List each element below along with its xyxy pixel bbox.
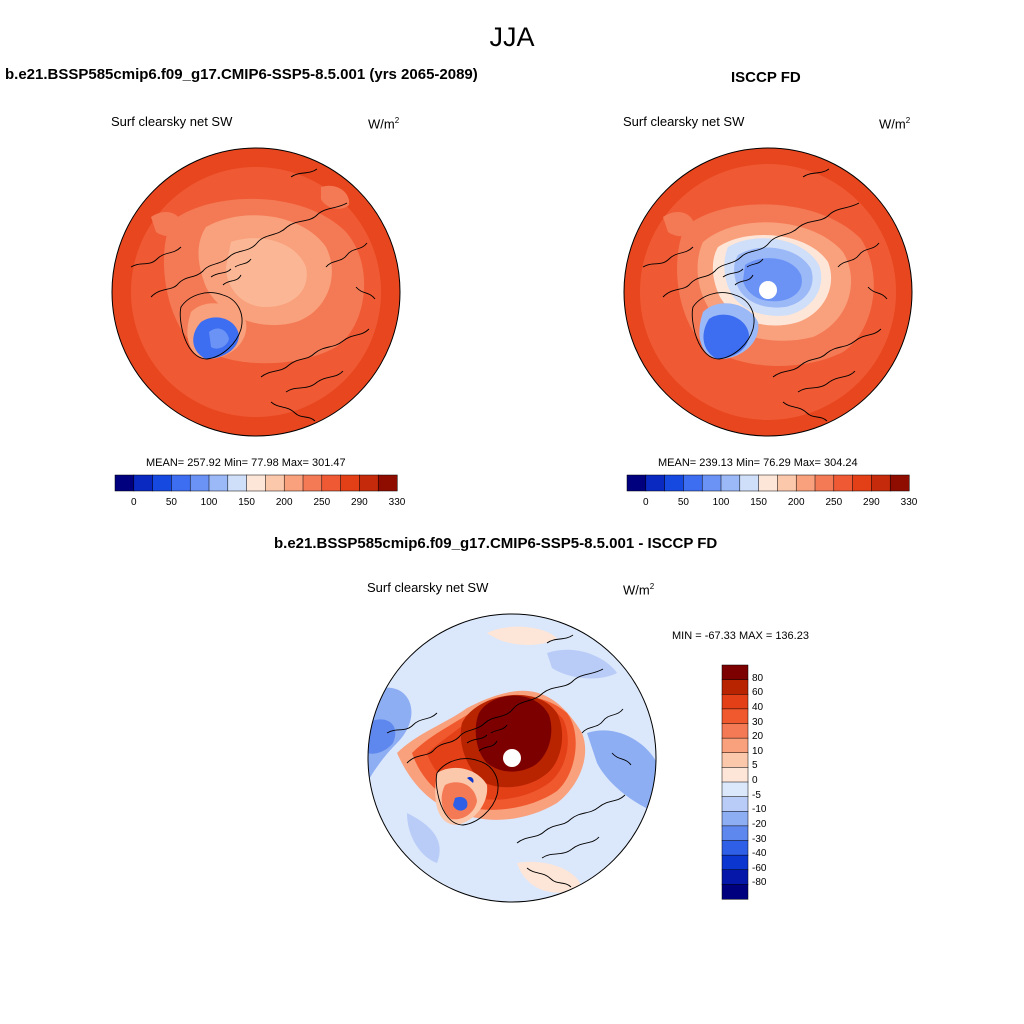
- diff-colorbar-swatch: [721, 664, 749, 681]
- diff-colorbar-tick-label: -30: [752, 833, 767, 845]
- obs-colorbar-labels: 0 50 100 150 200 250 290 330: [627, 497, 917, 511]
- obs-colorbar-swatch: [795, 474, 816, 492]
- model-stats-text: MEAN= 257.92 Min= 77.98 Max= 301.47: [146, 457, 346, 469]
- model-colorbar-tick-label: 330: [388, 497, 406, 508]
- model-colorbar-swatch: [227, 474, 248, 492]
- diff-colorbar-tick-label: 0: [752, 775, 758, 786]
- diff-colorbar-swatch: [721, 854, 749, 871]
- diff-variable-label: Surf clearsky net SW: [367, 580, 489, 595]
- obs-colorbar-tick-label: 290: [863, 497, 880, 508]
- model-units-label: W/m2: [368, 116, 400, 132]
- obs-colorbar-tick-label: 330: [900, 497, 918, 508]
- diff-colorbar-swatch: [721, 869, 749, 885]
- model-colorbar-swatch: [302, 474, 323, 492]
- figure-title: JJA: [489, 22, 535, 52]
- diff-colorbar-swatch: [721, 796, 749, 812]
- obs-variable-label: Surf clearsky net SW: [623, 114, 745, 129]
- model-colorbar-tick-label: 150: [238, 497, 255, 508]
- diff-colorbar-swatch: [721, 811, 749, 827]
- model-colorbar-swatch: [171, 474, 191, 492]
- obs-stats-text: MEAN= 239.13 Min= 76.29 Max= 304.24: [658, 457, 858, 469]
- obs-colorbar-swatch: [777, 474, 797, 492]
- model-colorbar-swatch: [377, 474, 398, 492]
- diff-colorbar-tick-label: -10: [752, 804, 767, 816]
- obs-colorbar-swatch: [758, 474, 778, 492]
- diff-colorbar-swatch: [721, 679, 749, 695]
- obs-panel-title: ISCCP FD: [731, 69, 801, 86]
- model-colorbar-swatch: [189, 474, 210, 492]
- model-colorbar-tick-label: 290: [351, 497, 368, 508]
- diff-colorbar-swatch: [721, 840, 749, 856]
- model-colorbar-tick-label: 0: [131, 497, 137, 508]
- model-colorbar-tick-label: 200: [275, 497, 293, 508]
- model-colorbar-swatch: [340, 474, 360, 492]
- obs-colorbar-swatch: [664, 474, 684, 492]
- model-colorbar-tick-label: 250: [313, 497, 331, 508]
- obs-colorbar-tick-label: 100: [712, 497, 730, 508]
- obs-colorbar-tick-label: 50: [677, 497, 689, 508]
- model-colorbar-swatch: [114, 474, 135, 492]
- obs-units-label: W/m2: [879, 116, 911, 132]
- obs-colorbar-tick-label: 150: [750, 497, 767, 508]
- diff-colorbar-tick-label: 10: [752, 745, 764, 757]
- obs-polar-map: [623, 147, 913, 437]
- diff-colorbar-swatch: [721, 884, 749, 900]
- diff-colorbar-swatch: [721, 767, 749, 783]
- model-colorbar: [114, 474, 398, 492]
- obs-colorbar-tick-label: 0: [643, 497, 649, 508]
- obs-colorbar-swatch: [739, 474, 760, 492]
- diff-colorbar-swatch: [721, 752, 749, 768]
- model-colorbar-swatch: [208, 474, 229, 492]
- obs-colorbar: [626, 474, 910, 492]
- model-colorbar-swatch: [246, 474, 266, 492]
- obs-colorbar-tick-label: 200: [787, 497, 805, 508]
- obs-colorbar-swatch: [683, 474, 703, 492]
- model-colorbar-tick-label: 100: [200, 497, 218, 508]
- model-colorbar-swatch: [321, 474, 342, 492]
- diff-colorbar-tick-label: 40: [752, 701, 764, 713]
- model-colorbar-tick-label: 50: [165, 497, 177, 508]
- obs-colorbar-swatch: [833, 474, 854, 492]
- diff-colorbar-tick-label: -20: [752, 818, 767, 830]
- diff-colorbar-swatch: [721, 781, 749, 798]
- obs-colorbar-tick-label: 250: [825, 497, 843, 508]
- model-variable-label: Surf clearsky net SW: [111, 114, 233, 129]
- diff-colorbar-tick-label: -80: [752, 877, 767, 889]
- diff-colorbar-swatch: [721, 694, 749, 710]
- diff-colorbar-labels: 80 60 40 30 20 10 5 0 -5 -10 -20 -30 -40 -60 -80: [752, 665, 792, 899]
- diff-colorbar-tick-label: 60: [752, 687, 764, 699]
- obs-colorbar-swatch: [871, 474, 891, 492]
- diff-colorbar-tick-label: 30: [752, 716, 764, 728]
- diff-colorbar-tick-label: -60: [752, 862, 767, 874]
- diff-colorbar-tick-label: 80: [752, 672, 764, 684]
- diff-colorbar-tick-label: -5: [752, 789, 761, 801]
- diff-colorbar-tick-label: 20: [752, 731, 764, 743]
- obs-colorbar-swatch: [720, 474, 741, 492]
- obs-colorbar-swatch: [645, 474, 666, 492]
- diff-colorbar-swatch: [721, 825, 749, 842]
- diff-colorbar-swatch: [721, 737, 749, 754]
- obs-colorbar-swatch: [814, 474, 835, 492]
- model-colorbar-swatch: [133, 474, 154, 492]
- diff-colorbar-tick-label: -40: [752, 848, 767, 860]
- model-colorbar-swatch: [152, 474, 172, 492]
- model-polar-map: [111, 147, 401, 437]
- diff-colorbar: [721, 664, 749, 900]
- obs-colorbar-swatch: [852, 474, 872, 492]
- diff-colorbar-swatch: [721, 723, 749, 739]
- diff-panel-title: b.e21.BSSP585cmip6.f09_g17.CMIP6-SSP5-8.…: [274, 535, 718, 552]
- diff-colorbar-swatch: [721, 708, 749, 725]
- diff-polar-map: [367, 613, 657, 903]
- model-colorbar-swatch: [265, 474, 285, 492]
- obs-colorbar-swatch: [626, 474, 647, 492]
- diff-colorbar-tick-label: 5: [752, 760, 758, 772]
- obs-colorbar-swatch: [889, 474, 910, 492]
- model-colorbar-swatch: [283, 474, 304, 492]
- diff-stats-text: MIN = -67.33 MAX = 136.23: [672, 630, 809, 642]
- obs-colorbar-swatch: [701, 474, 722, 492]
- model-colorbar-swatch: [359, 474, 379, 492]
- diff-units-label: W/m2: [623, 582, 655, 598]
- model-colorbar-labels: 0 50 100 150 200 250 290 330: [115, 497, 405, 511]
- model-panel-title: b.e21.BSSP585cmip6.f09_g17.CMIP6-SSP5-8.…: [5, 66, 478, 83]
